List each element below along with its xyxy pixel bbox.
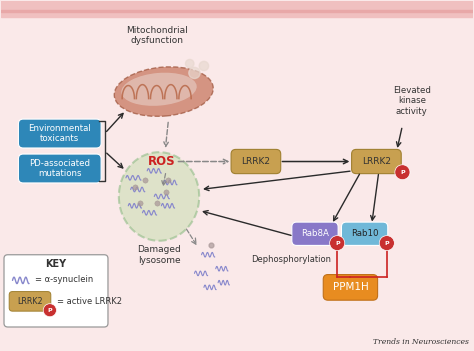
Circle shape: [199, 61, 209, 71]
Bar: [0, 10, 474, 12]
Text: LRRK2: LRRK2: [17, 297, 43, 306]
FancyBboxPatch shape: [4, 255, 108, 327]
Text: PD-associated
mutations: PD-associated mutations: [29, 159, 90, 178]
Text: KEY: KEY: [46, 259, 66, 269]
Text: = active LRRK2: = active LRRK2: [57, 297, 122, 306]
Text: Damaged
lysosome: Damaged lysosome: [137, 245, 181, 265]
FancyBboxPatch shape: [323, 274, 378, 300]
Circle shape: [43, 304, 56, 317]
Text: LRRK2: LRRK2: [362, 157, 391, 166]
Text: PPM1H: PPM1H: [333, 282, 368, 292]
FancyBboxPatch shape: [352, 150, 401, 174]
Text: P: P: [384, 240, 389, 246]
Text: P: P: [400, 170, 405, 175]
FancyBboxPatch shape: [9, 292, 51, 311]
Text: LRRK2: LRRK2: [241, 157, 270, 166]
Ellipse shape: [119, 152, 199, 241]
Text: ROS: ROS: [147, 155, 175, 168]
Text: Rab10: Rab10: [351, 229, 378, 238]
Text: Rab8A: Rab8A: [301, 229, 329, 238]
FancyBboxPatch shape: [18, 119, 101, 148]
Circle shape: [185, 59, 194, 68]
Text: P: P: [335, 240, 339, 246]
Circle shape: [395, 165, 410, 180]
Circle shape: [189, 67, 200, 79]
Text: P: P: [47, 308, 52, 313]
Circle shape: [379, 236, 394, 251]
Text: Dephosphorylation: Dephosphorylation: [251, 255, 331, 264]
Ellipse shape: [114, 67, 213, 116]
Bar: [0, 1, 474, 17]
FancyBboxPatch shape: [231, 150, 281, 174]
FancyBboxPatch shape: [18, 154, 101, 183]
FancyBboxPatch shape: [292, 222, 338, 245]
Text: Environmental
toxicants: Environmental toxicants: [28, 124, 91, 143]
Text: Trends in Neurosciences: Trends in Neurosciences: [373, 338, 469, 346]
FancyBboxPatch shape: [341, 222, 388, 245]
Circle shape: [329, 236, 345, 251]
Text: = α-synuclein: = α-synuclein: [35, 275, 93, 284]
Text: Mitochondrial
dysfunction: Mitochondrial dysfunction: [126, 26, 188, 45]
Text: Elevated
kinase
activity: Elevated kinase activity: [393, 86, 431, 116]
Ellipse shape: [121, 73, 197, 106]
